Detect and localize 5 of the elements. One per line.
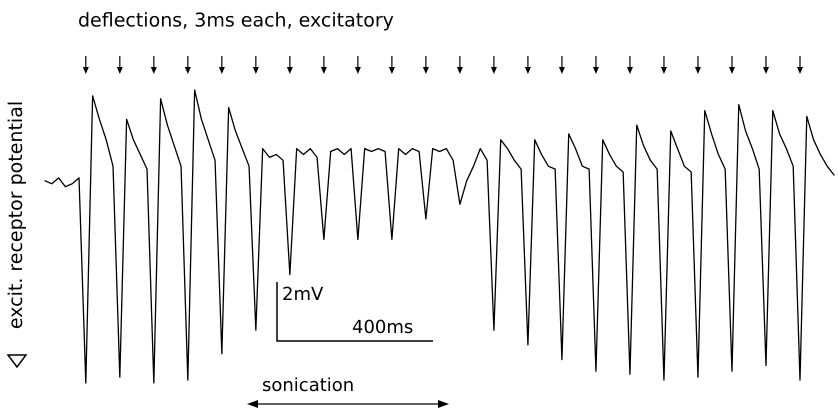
annotation: 400ms bbox=[352, 317, 414, 338]
y-axis-title: excit. receptor potential bbox=[5, 100, 27, 330]
chart-title: deflections, 3ms each, excitatory bbox=[78, 10, 394, 32]
annotation: 2mV bbox=[282, 284, 324, 305]
annotation: sonication bbox=[262, 375, 354, 396]
